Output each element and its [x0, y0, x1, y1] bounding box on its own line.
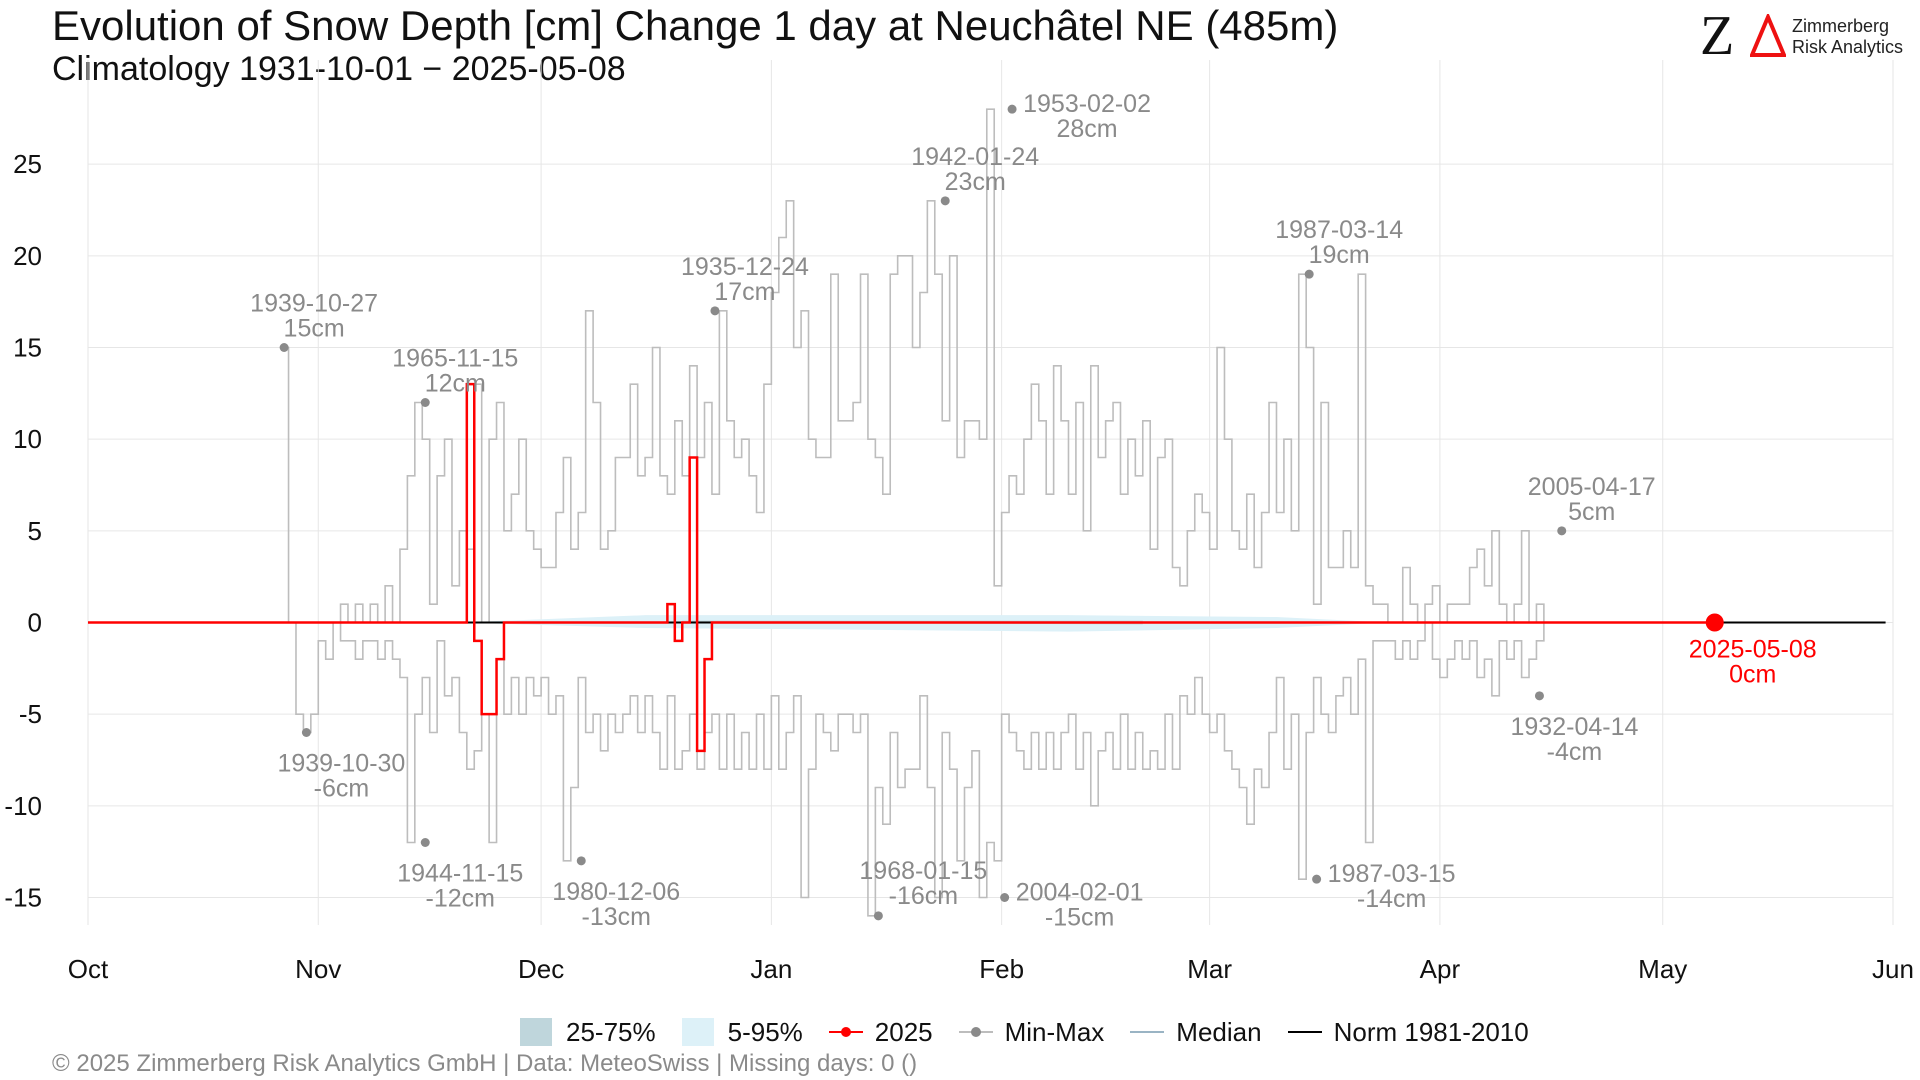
annotation-value: 5cm: [1568, 498, 1615, 526]
legend-norm-icon: [1287, 1031, 1322, 1033]
annotation-date: 1965-11-15: [392, 345, 518, 373]
x-tick-label: Nov: [295, 954, 341, 984]
annotation-value: -13cm: [582, 903, 651, 931]
y-tick-label: 25: [13, 149, 42, 179]
annotation-value: -4cm: [1547, 738, 1603, 766]
current-date-label: 2025-05-08: [1689, 636, 1817, 664]
annotation-value: -6cm: [314, 775, 370, 803]
x-tick-label: May: [1638, 954, 1687, 984]
legend-label-median: Median: [1176, 1016, 1262, 1047]
y-tick-label: 10: [13, 424, 42, 454]
logo-mark-z: Z: [1700, 5, 1735, 67]
max-step-line: [281, 108, 1552, 624]
logo: Z Zimmerberg Risk Analytics: [1700, 8, 1910, 68]
annotation-value: -16cm: [889, 882, 958, 910]
current-step-line: [88, 382, 1715, 753]
extreme-point: [1007, 104, 1017, 114]
chart-subtitle: Climatology 1931-10-01 − 2025-05-08: [52, 50, 626, 88]
chart-title: Evolution of Snow Depth [cm] Change 1 da…: [52, 2, 1339, 49]
annotation-date: 1935-12-24: [681, 253, 809, 281]
legend-label-current: 2025: [874, 1016, 933, 1047]
legend-item-p90: 5-95%: [681, 1016, 803, 1048]
legend-item-norm: Norm 1981-2010: [1287, 1016, 1529, 1048]
annotation-value: 17cm: [714, 278, 775, 306]
x-tick-label: Oct: [68, 954, 109, 984]
legend-item-median: Median: [1130, 1016, 1262, 1048]
footer-credits: © 2025 Zimmerberg Risk Analytics GmbH | …: [52, 1050, 918, 1077]
legend-label-iqr: 25-75%: [566, 1016, 656, 1047]
extreme-point: [1000, 893, 1010, 902]
extreme-point: [940, 196, 950, 206]
y-tick-label: 15: [13, 333, 42, 363]
y-tick-label: -5: [19, 699, 42, 729]
annotation-date: 1968-01-15: [859, 857, 987, 885]
y-axis-ticks: -15 -10 -5 0 5 10 15 20 25: [4, 149, 42, 912]
extreme-point: [873, 911, 883, 921]
annotation-value: 28cm: [1056, 115, 1117, 143]
extreme-point: [279, 343, 289, 352]
extreme-point: [1304, 269, 1314, 279]
annotation-value: 15cm: [284, 315, 345, 343]
annotation-date: 2005-04-17: [1528, 473, 1656, 501]
legend-minmax-icon: [958, 1027, 993, 1037]
annotation-date: 1980-12-06: [552, 878, 680, 906]
y-tick-label: 0: [28, 608, 42, 638]
current-point: [1705, 613, 1724, 632]
legend-item-iqr: 25-75%: [520, 1017, 656, 1048]
legend-current-icon: [828, 1027, 863, 1037]
y-tick-label: 5: [28, 516, 42, 546]
legend-label-p90: 5-95%: [727, 1016, 803, 1047]
x-tick-label: Apr: [1420, 954, 1461, 984]
annotation-value: 19cm: [1309, 241, 1370, 269]
extreme-point: [420, 398, 430, 407]
logo-delta-icon: [1750, 14, 1786, 57]
logo-line2: Risk Analytics: [1792, 37, 1904, 57]
legend-median-icon: [1130, 1031, 1165, 1033]
current-value-label: 0cm: [1729, 661, 1776, 689]
legend-label-minmax: Min-Max: [1004, 1016, 1105, 1047]
y-tick-label: -10: [4, 791, 42, 821]
legend-swatch-p90: [681, 1018, 714, 1046]
annotation-date: 1944-11-15: [397, 860, 523, 888]
annotation-date: 2004-02-01: [1016, 879, 1144, 907]
logo-text: Zimmerberg Risk Analytics: [1792, 16, 1903, 58]
annotation-value: -14cm: [1357, 885, 1426, 913]
extreme-point: [301, 728, 311, 737]
annotation-date: 1939-10-27: [250, 290, 378, 318]
x-axis-ticks: Oct Nov Dec Jan Feb Mar Apr May Jun: [68, 954, 1914, 984]
x-tick-label: Mar: [1187, 954, 1232, 984]
y-tick-label: -15: [4, 883, 42, 913]
current-season-series: [88, 382, 1715, 753]
legend-swatch-iqr: [520, 1018, 552, 1046]
extreme-point: [1534, 691, 1544, 701]
annotation-date: 1953-02-02: [1023, 90, 1151, 118]
extreme-point: [420, 838, 430, 847]
annotation-value: 23cm: [945, 168, 1006, 196]
x-tick-label: Dec: [518, 954, 564, 984]
extreme-point: [1557, 526, 1567, 536]
annotation-value: -15cm: [1045, 904, 1114, 932]
x-tick-label: Jan: [750, 954, 792, 984]
y-tick-label: 20: [13, 241, 42, 271]
annotation-date: 1942-01-24: [911, 143, 1039, 171]
extreme-point: [710, 306, 720, 316]
x-tick-label: Jun: [1872, 954, 1914, 984]
extreme-point: [1312, 874, 1322, 884]
x-tick-label: Feb: [979, 954, 1024, 984]
legend-label-norm: Norm 1981-2010: [1333, 1016, 1529, 1047]
legend-item-current: 2025: [828, 1016, 933, 1048]
annotation-value: 12cm: [425, 370, 486, 398]
annotation-date: 1987-03-14: [1275, 216, 1403, 244]
legend-item-minmax: Min-Max: [958, 1016, 1105, 1048]
annotation-date: 1939-10-30: [277, 750, 405, 778]
annotation-value: -12cm: [426, 885, 495, 913]
extreme-points: [279, 104, 1724, 921]
annotation-date: 1932-04-14: [1511, 713, 1639, 741]
extreme-point: [576, 856, 586, 866]
logo-line1: Zimmerberg: [1792, 16, 1890, 36]
legend: 25-75% 5-95% 2025 Min-Max Median Norm 19…: [520, 1014, 1555, 1050]
annotation-date: 1987-03-15: [1328, 860, 1456, 888]
